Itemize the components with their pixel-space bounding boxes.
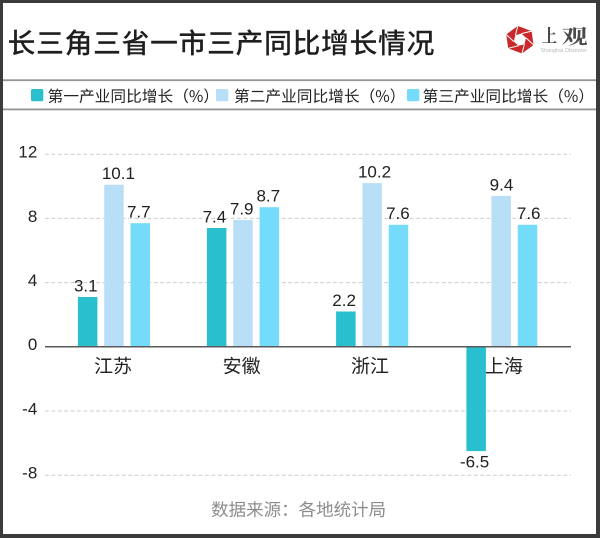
- svg-text:-8: -8: [22, 464, 37, 483]
- svg-text:0: 0: [28, 335, 37, 354]
- svg-text:-6.5: -6.5: [460, 453, 489, 472]
- svg-text:3.1: 3.1: [74, 276, 98, 295]
- svg-text:7.7: 7.7: [127, 203, 151, 222]
- svg-text:7.6: 7.6: [386, 204, 410, 223]
- svg-text:12: 12: [18, 143, 37, 162]
- svg-text:8: 8: [28, 207, 37, 226]
- svg-text:7.6: 7.6: [517, 204, 541, 223]
- svg-text:Shanghai Observer: Shanghai Observer: [541, 48, 588, 54]
- svg-text:10.2: 10.2: [358, 163, 391, 182]
- svg-text:4: 4: [28, 271, 37, 290]
- svg-text:9.4: 9.4: [490, 175, 514, 194]
- svg-text:-4: -4: [22, 399, 37, 418]
- svg-text:2.2: 2.2: [332, 291, 356, 310]
- svg-text:7.9: 7.9: [230, 199, 254, 218]
- svg-text:7.4: 7.4: [203, 207, 227, 226]
- svg-text:10.1: 10.1: [102, 164, 135, 183]
- svg-text:8.7: 8.7: [256, 187, 280, 206]
